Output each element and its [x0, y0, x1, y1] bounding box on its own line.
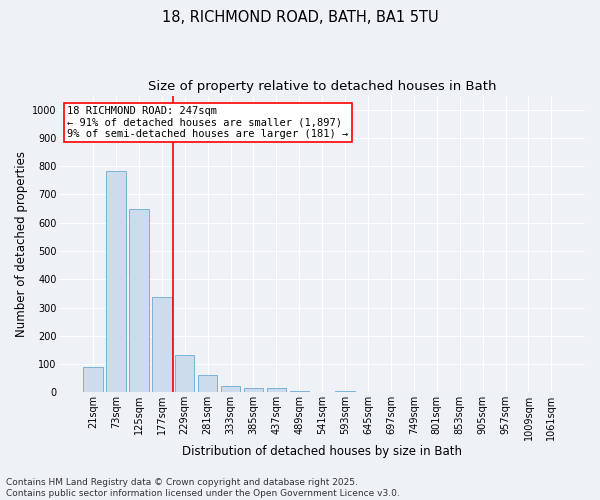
- Bar: [290, 390, 309, 392]
- Bar: [129, 209, 149, 392]
- Text: Contains HM Land Registry data © Crown copyright and database right 2025.
Contai: Contains HM Land Registry data © Crown c…: [6, 478, 400, 498]
- Bar: [221, 386, 241, 392]
- Y-axis label: Number of detached properties: Number of detached properties: [15, 151, 28, 337]
- Bar: [175, 354, 194, 393]
- Text: 18 RICHMOND ROAD: 247sqm
← 91% of detached houses are smaller (1,897)
9% of semi: 18 RICHMOND ROAD: 247sqm ← 91% of detach…: [67, 106, 349, 139]
- Bar: [152, 297, 172, 392]
- Bar: [83, 368, 103, 392]
- Bar: [198, 375, 217, 392]
- X-axis label: Distribution of detached houses by size in Bath: Distribution of detached houses by size …: [182, 444, 462, 458]
- Bar: [266, 388, 286, 392]
- Title: Size of property relative to detached houses in Bath: Size of property relative to detached ho…: [148, 80, 496, 93]
- Text: 18, RICHMOND ROAD, BATH, BA1 5TU: 18, RICHMOND ROAD, BATH, BA1 5TU: [161, 10, 439, 25]
- Bar: [244, 388, 263, 392]
- Bar: [106, 171, 126, 392]
